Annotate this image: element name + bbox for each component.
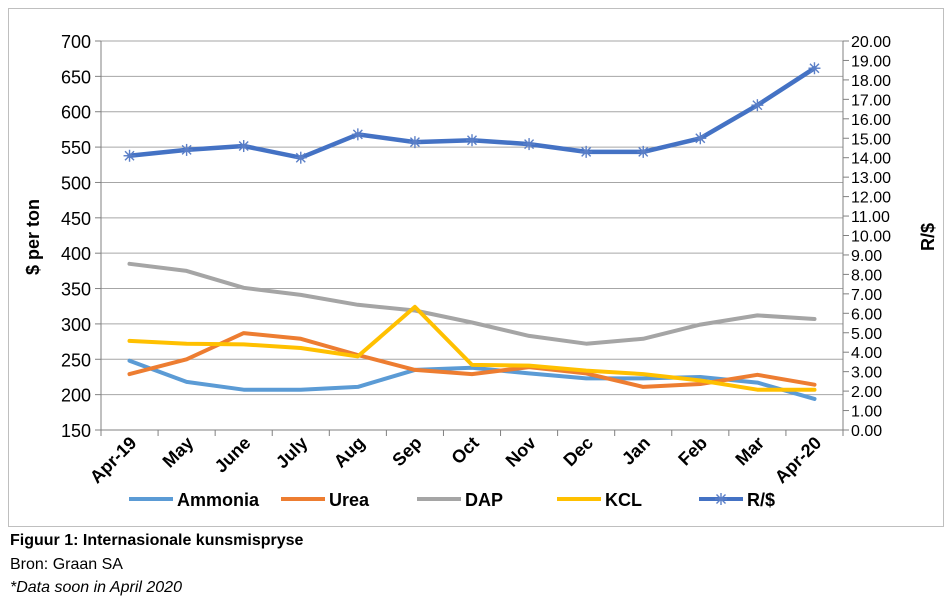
data-point-r	[123, 149, 136, 162]
data-point-r	[237, 140, 250, 153]
data-point-r	[466, 134, 478, 147]
x-tick-label: July	[272, 433, 312, 473]
figure-source: Bron: Graan SA	[10, 556, 123, 573]
data-point-r	[351, 128, 364, 141]
y-tick-label: 600	[61, 103, 91, 123]
y-tick-label: 300	[61, 315, 91, 335]
x-tick-label: Apr-20	[771, 433, 825, 487]
figure-caption: Figuur 1: Internasionale kunsmispryse	[10, 532, 304, 549]
tick-labels: 150 200 250 300 350 400 450 500 550 600 650 700 0.00…	[61, 32, 891, 487]
legend: Ammonia Urea DAP KCL R/$	[129, 490, 775, 510]
y-tick-label: 450	[61, 209, 91, 229]
y-tick-label: 650	[61, 67, 91, 87]
y2-tick-label: 14.00	[851, 151, 891, 168]
y2-tick-label: 6.00	[851, 306, 882, 323]
y2-tick-label: 10.00	[851, 229, 891, 246]
legend-label-r: R/$	[747, 490, 775, 510]
data-point-r	[808, 62, 821, 75]
x-tick-label: Dec	[559, 433, 596, 470]
x-tick-label: June	[211, 433, 255, 477]
data-point-r	[637, 145, 650, 158]
figure-note: *Data soon in April 2020	[10, 579, 182, 596]
y2-tick-label: 8.00	[851, 267, 882, 284]
y2-tick-label: 11.00	[851, 209, 890, 226]
y2-tick-label: 7.00	[851, 287, 882, 304]
y2-tick-label: 0.00	[851, 423, 882, 440]
chart-frame: 150 200 250 300 350 400 450 500 550 600 650 700 0.00…	[8, 8, 944, 527]
x-tick-label: Feb	[674, 433, 711, 470]
y2-tick-label: 5.00	[851, 326, 882, 343]
x-tick-label: Mar	[731, 433, 768, 470]
series-line-dap	[127, 261, 817, 346]
y2-tick-label: 16.00	[851, 112, 891, 129]
data-point-r	[294, 151, 307, 164]
data-point-r	[523, 138, 536, 151]
x-tick-label: Apr-19	[86, 433, 140, 487]
series-line-kcl	[127, 304, 817, 392]
y-axis-label: $ per ton	[23, 199, 43, 275]
legend-label-urea: Urea	[329, 490, 370, 510]
legend-label-dap: DAP	[465, 490, 503, 510]
y2-tick-label: 19.00	[851, 53, 891, 70]
y2-tick-label: 20.00	[851, 34, 891, 51]
y-tick-label: 250	[61, 350, 91, 370]
y-tick-label: 500	[61, 173, 91, 193]
y-tick-label: 400	[61, 244, 91, 264]
y2-tick-label: 17.00	[851, 92, 891, 109]
y2-tick-label: 12.00	[851, 190, 891, 207]
data-point-r	[180, 143, 193, 156]
y-tick-label: 700	[61, 32, 91, 52]
y-tick-label: 150	[61, 421, 91, 441]
x-tick-label: Nov	[502, 433, 540, 471]
y2-tick-label: 4.00	[851, 345, 882, 362]
y2-tick-label: 1.00	[851, 404, 882, 421]
legend-marker-r	[715, 493, 727, 505]
x-tick-label: Sep	[388, 433, 425, 470]
data-point-r	[408, 136, 421, 149]
y2-tick-label: 15.00	[851, 131, 891, 148]
x-tick-label: Jan	[618, 433, 654, 469]
series-lines	[123, 62, 821, 401]
legend-label-kcl: KCL	[605, 490, 642, 510]
y2-tick-label: 2.00	[851, 384, 882, 401]
series-line-ammonia	[127, 358, 817, 401]
y-tick-label: 200	[61, 386, 91, 406]
gridlines	[101, 40, 843, 431]
y2-tick-label: 18.00	[851, 73, 891, 90]
y2-tick-label: 13.00	[851, 170, 891, 187]
y-tick-label: 550	[61, 138, 91, 158]
legend-label-ammonia: Ammonia	[177, 490, 260, 510]
x-tick-label: Oct	[447, 433, 482, 468]
y2-axis-label: R/$	[918, 223, 938, 251]
y-tick-label: 350	[61, 280, 91, 300]
series-line-urea	[127, 331, 817, 389]
line-chart: 150 200 250 300 350 400 450 500 550 600 650 700 0.00…	[23, 32, 938, 510]
x-tick-label: Aug	[330, 433, 369, 472]
data-point-r	[694, 132, 707, 145]
axes	[95, 40, 849, 436]
y2-tick-label: 3.00	[851, 365, 882, 382]
data-point-r	[751, 99, 764, 112]
data-point-r	[580, 145, 593, 158]
y2-tick-label: 9.00	[851, 248, 882, 265]
x-tick-label: May	[159, 433, 198, 472]
